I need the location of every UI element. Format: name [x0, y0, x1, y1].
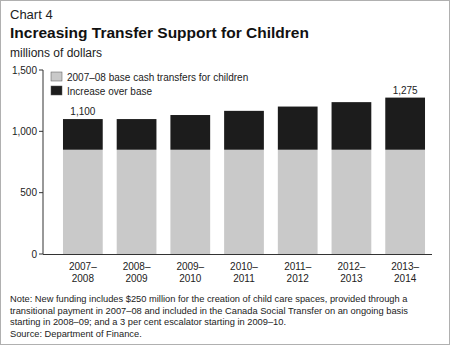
- x-tick-label: 2013–2014: [391, 261, 419, 284]
- bar: [385, 150, 425, 254]
- total-label: 1,100: [70, 106, 95, 117]
- x-tick-label: 2011–2012: [284, 261, 312, 284]
- x-tick-label: 2009–2010: [176, 261, 204, 284]
- bar: [170, 150, 210, 254]
- legend-label: 2007–08 base cash transfers for children: [67, 72, 248, 83]
- subtitle: Chart 4: [10, 7, 53, 22]
- x-tick-label: 2010–2011: [230, 261, 258, 284]
- y-axis: [43, 70, 44, 254]
- y-tick-label: 1,500: [12, 65, 37, 76]
- y-tick: [39, 70, 43, 71]
- y-tick-label: 1,000: [12, 126, 37, 137]
- legend-label: Increase over base: [67, 86, 152, 97]
- bar: [224, 150, 264, 254]
- x-tick-label: 2007–2008: [69, 261, 97, 284]
- bar: [332, 150, 372, 254]
- bar: [224, 111, 264, 150]
- source: Source: Department of Finance.: [10, 329, 440, 341]
- x-axis: [43, 254, 432, 255]
- bar: [278, 107, 318, 150]
- bar: [63, 119, 103, 150]
- legend-swatch: [51, 72, 62, 81]
- bar: [385, 98, 425, 150]
- chart: Chart 4 Increasing Transfer Support for C…: [0, 0, 450, 345]
- bar: [170, 115, 210, 150]
- x-tick-label: 2012–2013: [338, 261, 366, 284]
- frame: [1, 1, 450, 345]
- y-tick: [39, 254, 43, 255]
- bar: [117, 119, 157, 150]
- y-tick: [39, 131, 43, 132]
- total-label: 1,275: [393, 85, 418, 96]
- legend-swatch: [51, 86, 62, 95]
- bar: [63, 150, 103, 254]
- x-tick-label: 2008–2009: [123, 261, 151, 284]
- y-tick-label: 0: [31, 249, 37, 260]
- bar: [332, 102, 372, 150]
- y-tick: [39, 192, 43, 193]
- title: Increasing Transfer Support for Children: [10, 24, 309, 41]
- y-axis-label: millions of dollars: [10, 46, 102, 60]
- bar: [278, 150, 318, 254]
- y-tick-label: 500: [20, 187, 37, 198]
- bar: [117, 150, 157, 254]
- note: Note: New funding includes $250 million …: [10, 294, 440, 329]
- bars: [63, 98, 425, 254]
